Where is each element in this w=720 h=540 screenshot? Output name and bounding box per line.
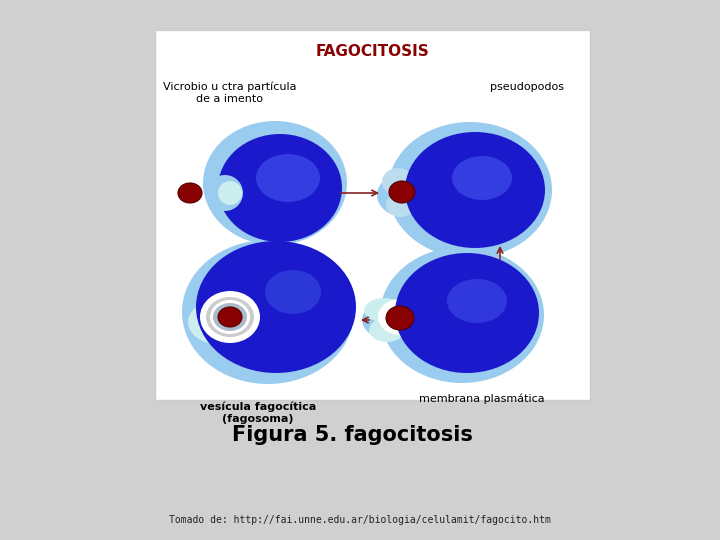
- Ellipse shape: [200, 291, 260, 343]
- Text: FAGOCITOSIS: FAGOCITOSIS: [315, 44, 429, 59]
- Ellipse shape: [362, 300, 422, 340]
- Text: pseudopodos: pseudopodos: [490, 82, 564, 92]
- Ellipse shape: [213, 303, 247, 331]
- Text: vesícula fagocítica
(fagosoma): vesícula fagocítica (fagosoma): [200, 402, 316, 424]
- Text: Tomado de: http://fai.unne.edu.ar/biologia/celulamit/fagocito.htm: Tomado de: http://fai.unne.edu.ar/biolog…: [169, 515, 551, 525]
- Ellipse shape: [265, 270, 321, 314]
- Ellipse shape: [380, 247, 544, 383]
- Ellipse shape: [386, 306, 414, 330]
- Ellipse shape: [218, 134, 342, 242]
- Ellipse shape: [207, 175, 243, 211]
- Ellipse shape: [452, 156, 512, 200]
- Ellipse shape: [447, 279, 507, 323]
- Ellipse shape: [395, 253, 539, 373]
- Ellipse shape: [218, 307, 242, 327]
- Ellipse shape: [377, 173, 433, 217]
- Ellipse shape: [369, 318, 405, 342]
- Ellipse shape: [382, 168, 414, 196]
- Ellipse shape: [206, 297, 254, 337]
- Ellipse shape: [178, 183, 202, 203]
- Ellipse shape: [388, 122, 552, 258]
- Ellipse shape: [203, 121, 347, 245]
- Ellipse shape: [218, 181, 242, 205]
- Ellipse shape: [405, 132, 545, 248]
- Ellipse shape: [386, 193, 414, 217]
- Bar: [155, 30, 590, 400]
- Ellipse shape: [256, 154, 320, 202]
- Text: Figura 5. fagocitosis: Figura 5. fagocitosis: [232, 425, 473, 445]
- Ellipse shape: [364, 298, 404, 322]
- Text: membrana plasmática: membrana plasmática: [419, 393, 545, 403]
- Ellipse shape: [196, 241, 356, 373]
- Ellipse shape: [389, 181, 415, 203]
- Ellipse shape: [182, 240, 354, 384]
- Ellipse shape: [378, 299, 422, 335]
- Ellipse shape: [210, 300, 250, 334]
- Ellipse shape: [188, 300, 248, 344]
- Text: Vicrobio u ctra partícula
de a imento: Vicrobio u ctra partícula de a imento: [163, 82, 297, 104]
